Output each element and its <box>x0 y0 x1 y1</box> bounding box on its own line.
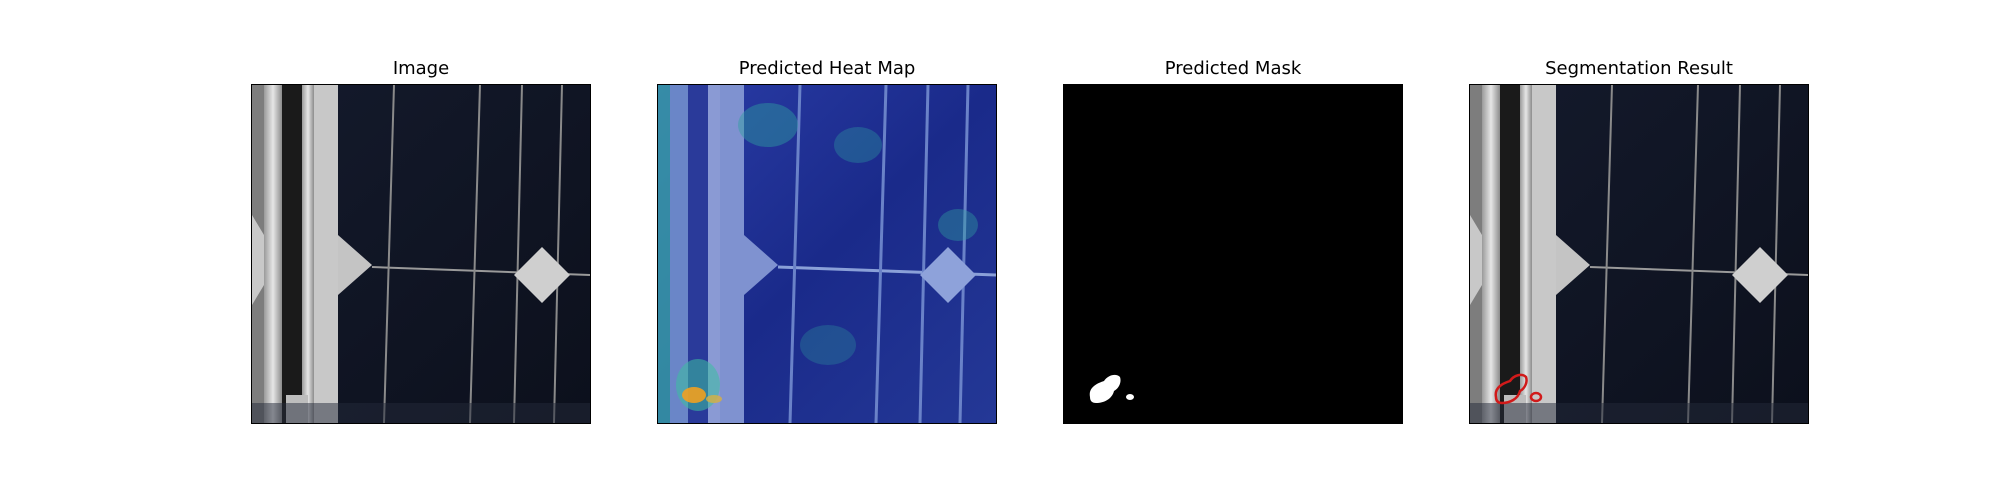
panel-image: Image <box>251 0 591 500</box>
mask-blob-main <box>1089 374 1121 403</box>
segmentation-contour-small <box>1529 391 1543 403</box>
panel-title-segmentation-result: Segmentation Result <box>1545 58 1733 79</box>
image-frame <box>251 84 591 424</box>
panel-title-mask: Predicted Mask <box>1164 58 1302 79</box>
heat-map-image <box>658 85 996 423</box>
segmentation-frame <box>1469 84 1809 424</box>
panel-title-heat-map: Predicted Heat Map <box>738 58 916 79</box>
mask-image <box>1064 85 1402 423</box>
mask-blob-small <box>1126 394 1134 400</box>
mask-frame <box>1063 84 1403 424</box>
panel-title-image: Image <box>392 58 450 79</box>
solar-panel-image <box>252 85 590 423</box>
segmentation-image <box>1470 85 1808 423</box>
segmentation-contour-main <box>1494 373 1528 405</box>
panel-heat-map: Predicted Heat Map <box>657 0 997 500</box>
panel-segmentation-result: Segmentation Result <box>1469 0 1809 500</box>
heat-map-frame <box>657 84 997 424</box>
panel-mask: Predicted Mask <box>1063 0 1403 500</box>
